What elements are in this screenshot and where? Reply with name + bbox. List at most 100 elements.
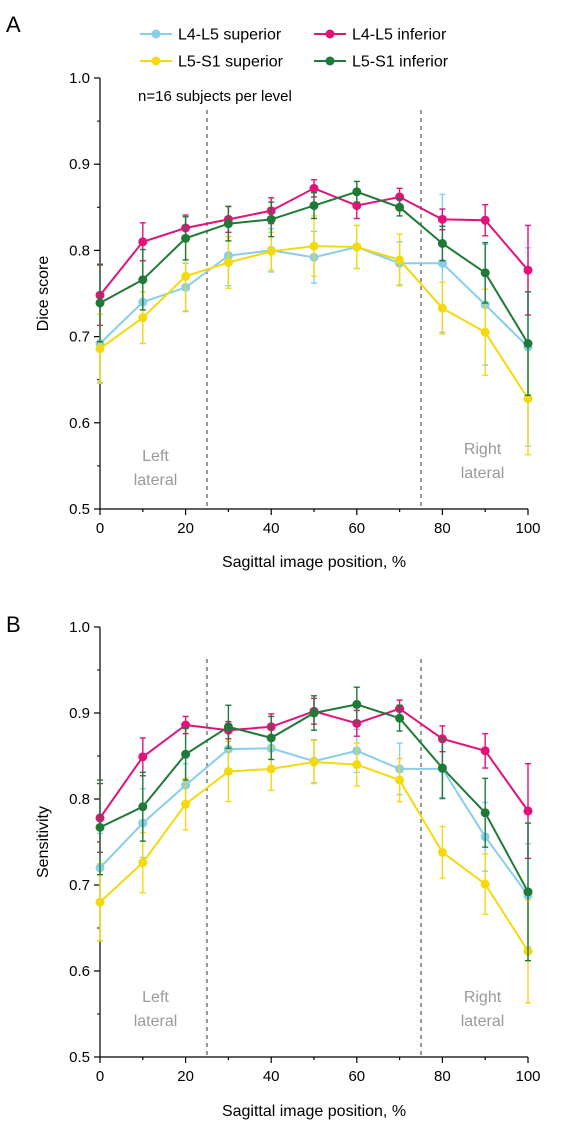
- series-l5-s1-superior: [95, 215, 533, 456]
- y-tick-label: 0.6: [69, 963, 90, 980]
- data-point: [352, 187, 362, 197]
- data-point: [352, 699, 362, 709]
- data-point: [95, 822, 105, 832]
- data-point: [138, 237, 148, 247]
- data-point: [181, 233, 191, 243]
- data-point: [95, 897, 105, 907]
- data-point: [223, 722, 233, 732]
- y-tick-label: 0.9: [69, 156, 90, 173]
- y-tick-label: 0.6: [69, 415, 90, 432]
- y-tick-label: 0.5: [69, 1049, 90, 1066]
- legend-swatch-marker: [325, 56, 335, 66]
- right-region-label: Right: [464, 989, 502, 1006]
- data-point: [395, 775, 405, 785]
- data-point: [437, 763, 447, 773]
- y-tick-label: 0.7: [69, 877, 90, 894]
- x-tick-label: 20: [177, 1068, 194, 1085]
- data-point: [266, 214, 276, 224]
- data-point: [138, 275, 148, 285]
- data-point: [395, 202, 405, 212]
- data-point: [138, 752, 148, 762]
- data-point: [138, 858, 148, 868]
- data-point: [181, 271, 191, 281]
- left-region-label: Left: [142, 448, 169, 465]
- x-tick-label: 80: [434, 520, 451, 537]
- x-tick-label: 60: [348, 520, 365, 537]
- data-point: [395, 255, 405, 265]
- legend-swatch-marker: [151, 56, 161, 66]
- x-tick-label: 100: [515, 1068, 540, 1085]
- y-tick-label: 0.7: [69, 329, 90, 346]
- panel-letter: A: [6, 12, 21, 37]
- data-point: [523, 394, 533, 404]
- data-point: [223, 766, 233, 776]
- right-region-label: lateral: [461, 1013, 505, 1030]
- data-point: [480, 746, 490, 756]
- y-tick-label: 0.8: [69, 791, 90, 808]
- data-point: [309, 757, 319, 767]
- left-region-label: Left: [142, 989, 169, 1006]
- data-point: [352, 242, 362, 252]
- y-tick-label: 1.0: [69, 70, 90, 87]
- data-point: [523, 887, 533, 897]
- data-point: [309, 708, 319, 718]
- data-point: [309, 183, 319, 193]
- x-tick-label: 40: [263, 1068, 280, 1085]
- data-point: [181, 720, 191, 730]
- data-point: [223, 257, 233, 267]
- x-tick-label: 60: [348, 1068, 365, 1085]
- legend-label: L5-S1 superior: [178, 54, 284, 71]
- left-region-label: lateral: [134, 1013, 178, 1030]
- data-point: [352, 201, 362, 211]
- x-tick-label: 20: [177, 520, 194, 537]
- data-point: [266, 733, 276, 743]
- data-point: [138, 802, 148, 812]
- legend-item: L5-S1 superior: [140, 54, 284, 71]
- legend: L4-L5 superior L4-L5 inferior L5-S1 superi…: [140, 27, 449, 71]
- x-tick-label: 40: [263, 520, 280, 537]
- y-tick-label: 0.9: [69, 705, 90, 722]
- series-l5-s1-superior: [95, 739, 533, 1004]
- x-tick-label: 80: [434, 1068, 451, 1085]
- data-point: [480, 879, 490, 889]
- legend-swatch-marker: [151, 29, 161, 39]
- data-point: [138, 313, 148, 323]
- data-point: [266, 764, 276, 774]
- legend-item: L4-L5 superior: [140, 27, 282, 44]
- x-tick-label: 0: [96, 1068, 104, 1085]
- series-line: [99, 703, 529, 893]
- data-point: [480, 215, 490, 225]
- right-region-label: lateral: [461, 465, 505, 482]
- sample-size-note: n=16 subjects per level: [138, 88, 292, 105]
- series-l5-s1-inferior: [95, 686, 533, 962]
- y-axis-title: Dice score: [35, 256, 52, 332]
- left-region-label: lateral: [134, 472, 178, 489]
- data-point: [309, 201, 319, 211]
- data-point: [437, 239, 447, 249]
- legend-item: L4-L5 inferior: [314, 27, 447, 44]
- y-tick-label: 1.0: [69, 619, 90, 636]
- panel-a: A 0.5 0.6 0.7 0.8 0.9 1.0 0 20 40 60 80 100 Sagittal …: [6, 12, 541, 571]
- data-point: [523, 338, 533, 348]
- panel-letter: B: [6, 612, 21, 637]
- x-axis-title: Sagittal image position, %: [222, 554, 406, 571]
- data-point: [223, 219, 233, 229]
- x-tick-label: 100: [515, 520, 540, 537]
- y-tick-label: 0.5: [69, 501, 90, 518]
- data-point: [181, 799, 191, 809]
- y-tick-label: 0.8: [69, 242, 90, 259]
- data-point: [480, 327, 490, 337]
- data-point: [181, 749, 191, 759]
- data-point: [437, 214, 447, 224]
- data-point: [95, 298, 105, 308]
- x-tick-label: 0: [96, 520, 104, 537]
- data-point: [309, 241, 319, 251]
- legend-label: L4-L5 inferior: [352, 27, 447, 44]
- data-point: [480, 808, 490, 818]
- data-point: [437, 303, 447, 313]
- y-axis-title: Sensitivity: [35, 806, 52, 878]
- data-point: [395, 713, 405, 723]
- data-point: [266, 246, 276, 256]
- legend-swatch-marker: [325, 29, 335, 39]
